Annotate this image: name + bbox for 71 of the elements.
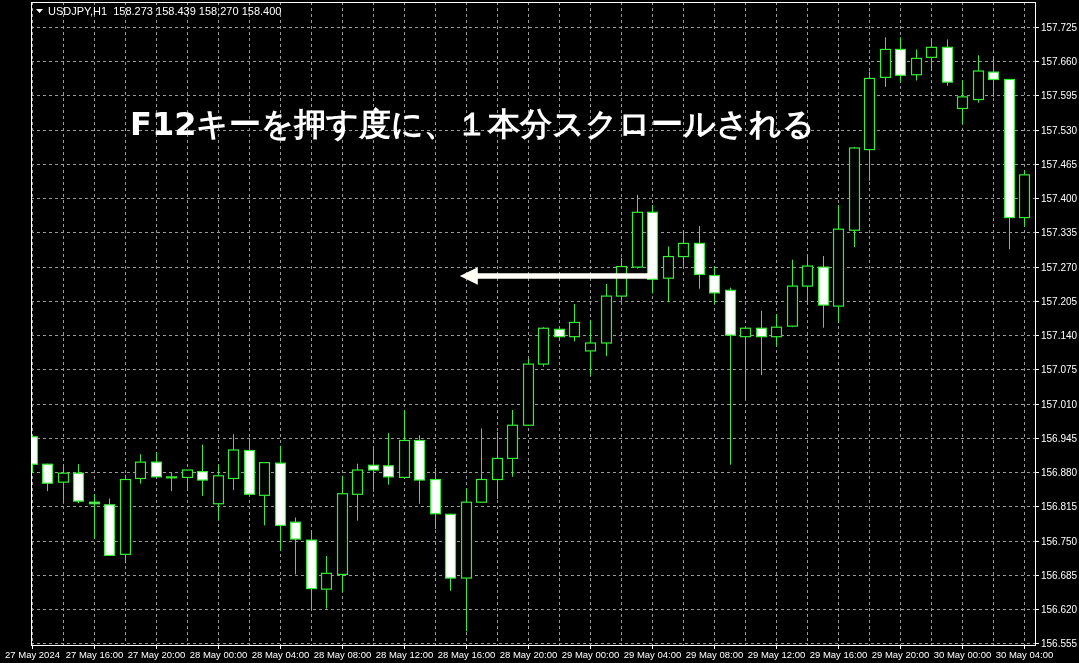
x-tick-label: 28 May 08:00	[313, 649, 372, 660]
candlestick	[196, 444, 209, 497]
candlestick	[925, 37, 938, 72]
y-tick-label: 156.685	[1041, 570, 1078, 581]
candlestick	[600, 283, 613, 357]
x-tick-label: 30 May 00:00	[933, 649, 992, 660]
candlestick	[413, 434, 426, 505]
y-tick-label: 157.400	[1041, 193, 1078, 204]
y-tick-label: 157.205	[1041, 296, 1078, 307]
candlestick	[305, 529, 318, 610]
candlestick	[956, 79, 969, 125]
candlestick	[739, 327, 752, 401]
y-tick-label: 156.555	[1041, 638, 1078, 649]
candlestick	[491, 431, 504, 500]
x-tick-label: 28 May 16:00	[437, 649, 496, 660]
candlestick	[289, 516, 302, 575]
x-tick-label: 28 May 00:00	[189, 649, 248, 660]
candlestick	[972, 54, 985, 104]
candlestick	[879, 36, 892, 88]
candlestick	[274, 445, 287, 552]
y-tick-label: 156.880	[1041, 467, 1078, 478]
x-tick-label: 29 May 08:00	[685, 649, 744, 660]
candlestick	[987, 56, 1000, 98]
y-tick-label: 157.010	[1041, 399, 1078, 410]
x-tick-label: 29 May 16:00	[809, 649, 868, 660]
y-tick-label: 157.530	[1041, 125, 1078, 136]
x-tick-label: 27 May 2024	[5, 649, 60, 660]
candlestick	[755, 310, 768, 376]
candlestick	[429, 467, 442, 530]
candlestick	[336, 475, 349, 593]
candlestick	[320, 555, 333, 610]
candlestick	[367, 446, 380, 493]
candlestick	[801, 253, 814, 306]
candlestick	[584, 319, 597, 376]
x-tick-label: 29 May 20:00	[871, 649, 930, 660]
candlestick	[227, 433, 240, 491]
y-tick-label: 156.945	[1041, 433, 1078, 444]
candlestick	[693, 225, 706, 290]
x-tick-label: 28 May 04:00	[251, 649, 310, 660]
x-tick-label: 29 May 04:00	[623, 649, 682, 660]
y-tick-label: 157.140	[1041, 330, 1078, 341]
y-tick-label: 157.660	[1041, 56, 1078, 67]
candlestick	[506, 409, 519, 478]
y-tick-label: 157.075	[1041, 364, 1078, 375]
y-tick-label: 157.595	[1041, 90, 1078, 101]
y-tick-label: 157.335	[1041, 227, 1078, 238]
y-tick-label: 156.750	[1041, 536, 1078, 547]
candlestick	[57, 463, 70, 505]
x-tick-label: 27 May 16:00	[65, 649, 124, 660]
y-tick-label: 157.465	[1041, 159, 1078, 170]
x-tick-label: 28 May 20:00	[499, 649, 558, 660]
x-tick-label: 29 May 00:00	[561, 649, 620, 660]
y-tick-label: 157.725	[1041, 22, 1078, 33]
candlestick	[212, 464, 225, 522]
x-tick-label: 28 May 12:00	[375, 649, 434, 660]
y-tick-label: 156.815	[1041, 501, 1078, 512]
candlestick	[770, 313, 783, 347]
candlestick	[460, 487, 473, 632]
x-tick-label: 29 May 12:00	[747, 649, 806, 660]
annotation: F12キーを押す度に、１本分スクロールされる	[130, 105, 816, 144]
candlestick	[646, 204, 659, 294]
candlestick	[910, 48, 923, 82]
y-tick-label: 156.620	[1041, 604, 1078, 615]
candlestick	[662, 246, 675, 303]
candlestick	[817, 255, 830, 329]
candlestick	[677, 229, 690, 269]
candlestick	[832, 204, 845, 323]
x-tick-label: 30 May 04:00	[995, 649, 1054, 660]
y-tick-label: 157.270	[1041, 262, 1078, 273]
chart-title: USDJPY,H1 158.273 158.439 158.270 158.400	[48, 5, 282, 17]
x-tick-label: 27 May 20:00	[127, 649, 186, 660]
